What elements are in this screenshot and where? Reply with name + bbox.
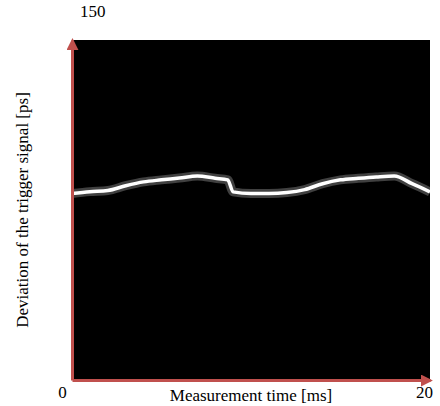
x-tick-label: 0 [58, 383, 67, 402]
plot: 0 20 150 [58, 2, 433, 403]
x-tick: 20 [416, 380, 433, 402]
y-tick: 150 [72, 2, 106, 41]
x-tick-label: 20 [416, 383, 433, 402]
trace-glow [72, 176, 430, 193]
y-axis: 150 [72, 2, 106, 381]
axis-line [73, 379, 431, 382]
y-tick-label: 150 [80, 2, 106, 21]
x-tick: 0 [58, 380, 72, 402]
y-axis-title: Deviation of the trigger signal [ps] [13, 92, 32, 328]
trace [72, 176, 430, 193]
x-axis-title: Measurement time [ms] [170, 386, 332, 405]
plot-background [72, 40, 430, 380]
axis-line [71, 41, 74, 381]
series-group [72, 176, 430, 193]
chart: 0 20 150 Measurement time [ms] Deviation of … [0, 0, 440, 406]
